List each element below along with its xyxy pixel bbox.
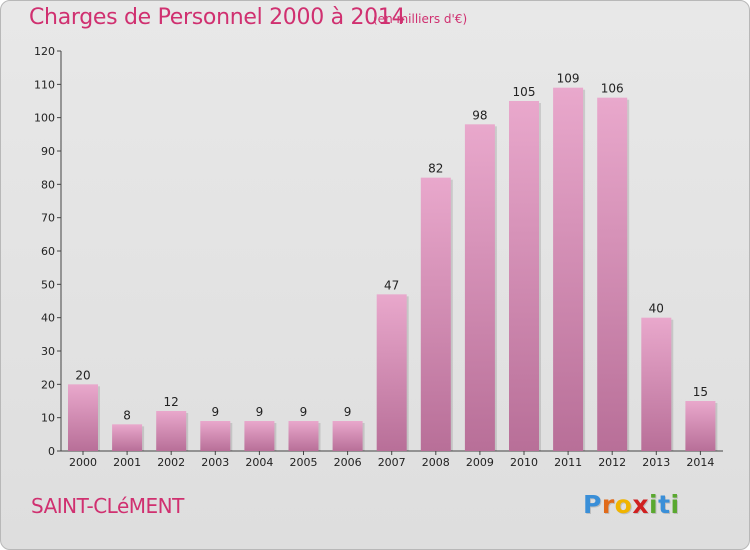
x-tick-label: 2014: [686, 456, 714, 469]
bar: [376, 294, 407, 451]
x-tick-label: 2008: [422, 456, 450, 469]
x-tick-label: 2005: [290, 456, 318, 469]
data-label: 8: [123, 408, 131, 422]
y-tick-label: 40: [41, 312, 55, 325]
bar: [641, 317, 672, 451]
bar: [685, 401, 716, 451]
data-label: 9: [211, 405, 219, 419]
bar: [244, 421, 275, 451]
x-tick-label: 2013: [642, 456, 670, 469]
data-label: 40: [649, 302, 664, 316]
bar: [332, 421, 363, 451]
chart-subtitle: (en milliers d'€): [373, 12, 468, 26]
bar: [288, 421, 319, 451]
x-tick-label: 2000: [69, 456, 97, 469]
x-tick-label: 2009: [466, 456, 494, 469]
bar: [68, 384, 98, 451]
bar: [156, 411, 187, 451]
logo-letter: P: [583, 490, 602, 519]
logo-letter: o: [614, 490, 633, 519]
x-tick-label: 2001: [113, 456, 141, 469]
logo-letter: i: [670, 490, 680, 519]
data-label: 20: [75, 368, 90, 382]
data-label: 109: [557, 72, 580, 86]
bar: [464, 124, 495, 451]
x-tick-label: 2007: [378, 456, 406, 469]
bar: [553, 87, 584, 452]
y-tick-label: 120: [34, 45, 55, 58]
bar: [420, 177, 451, 451]
bars-group: [68, 87, 718, 452]
data-label: 106: [601, 82, 624, 96]
y-tick-label: 50: [41, 278, 55, 291]
x-tick-label: 2006: [334, 456, 362, 469]
x-tick-label: 2003: [201, 456, 229, 469]
y-tick-label: 20: [41, 378, 55, 391]
data-label: 15: [693, 385, 708, 399]
data-label: 9: [344, 405, 352, 419]
axes: 0 10 20 30 40 50 60 70 80 90 100 110 120 2000 2001 2002…: [34, 45, 723, 469]
x-tick-label: 2004: [245, 456, 273, 469]
bar: [112, 424, 143, 451]
data-label: 98: [472, 108, 487, 122]
data-label: 12: [164, 395, 179, 409]
y-tick-label: 110: [34, 78, 55, 91]
data-label: 82: [428, 162, 443, 176]
logo-letter: r: [601, 490, 615, 519]
commune-name: SAINT-CLéMENT: [31, 494, 184, 518]
y-tick-label: 90: [41, 145, 55, 158]
bar: [509, 101, 539, 451]
y-tick-label: 0: [48, 445, 55, 458]
x-tick-label: 2002: [157, 456, 185, 469]
y-tick-label: 10: [41, 412, 55, 425]
y-tick-label: 100: [34, 112, 55, 125]
y-tick-label: 30: [41, 345, 55, 358]
logo-letter: x: [632, 490, 649, 519]
y-tick-label: 70: [41, 212, 55, 225]
x-tick-label: 2011: [554, 456, 582, 469]
proxiti-logo[interactable]: Proxiti: [583, 490, 680, 519]
x-tick-label: 2010: [510, 456, 538, 469]
x-tick-label: 2012: [598, 456, 626, 469]
data-label: 47: [384, 278, 399, 292]
data-label: 105: [513, 85, 536, 99]
logo-letter: t: [658, 490, 671, 519]
data-label: 9: [300, 405, 308, 419]
y-tick-label: 60: [41, 245, 55, 258]
value-labels-group: 20 8 12 9 9 9 9 47 82 98 105 109 106 40 15: [75, 72, 708, 423]
data-label: 9: [256, 405, 264, 419]
chart-title: Charges de Personnel 2000 à 2014: [29, 5, 406, 30]
y-tick-label: 80: [41, 178, 55, 191]
bar: [200, 421, 231, 451]
bar: [597, 97, 628, 452]
logo-letter: i: [649, 490, 659, 519]
